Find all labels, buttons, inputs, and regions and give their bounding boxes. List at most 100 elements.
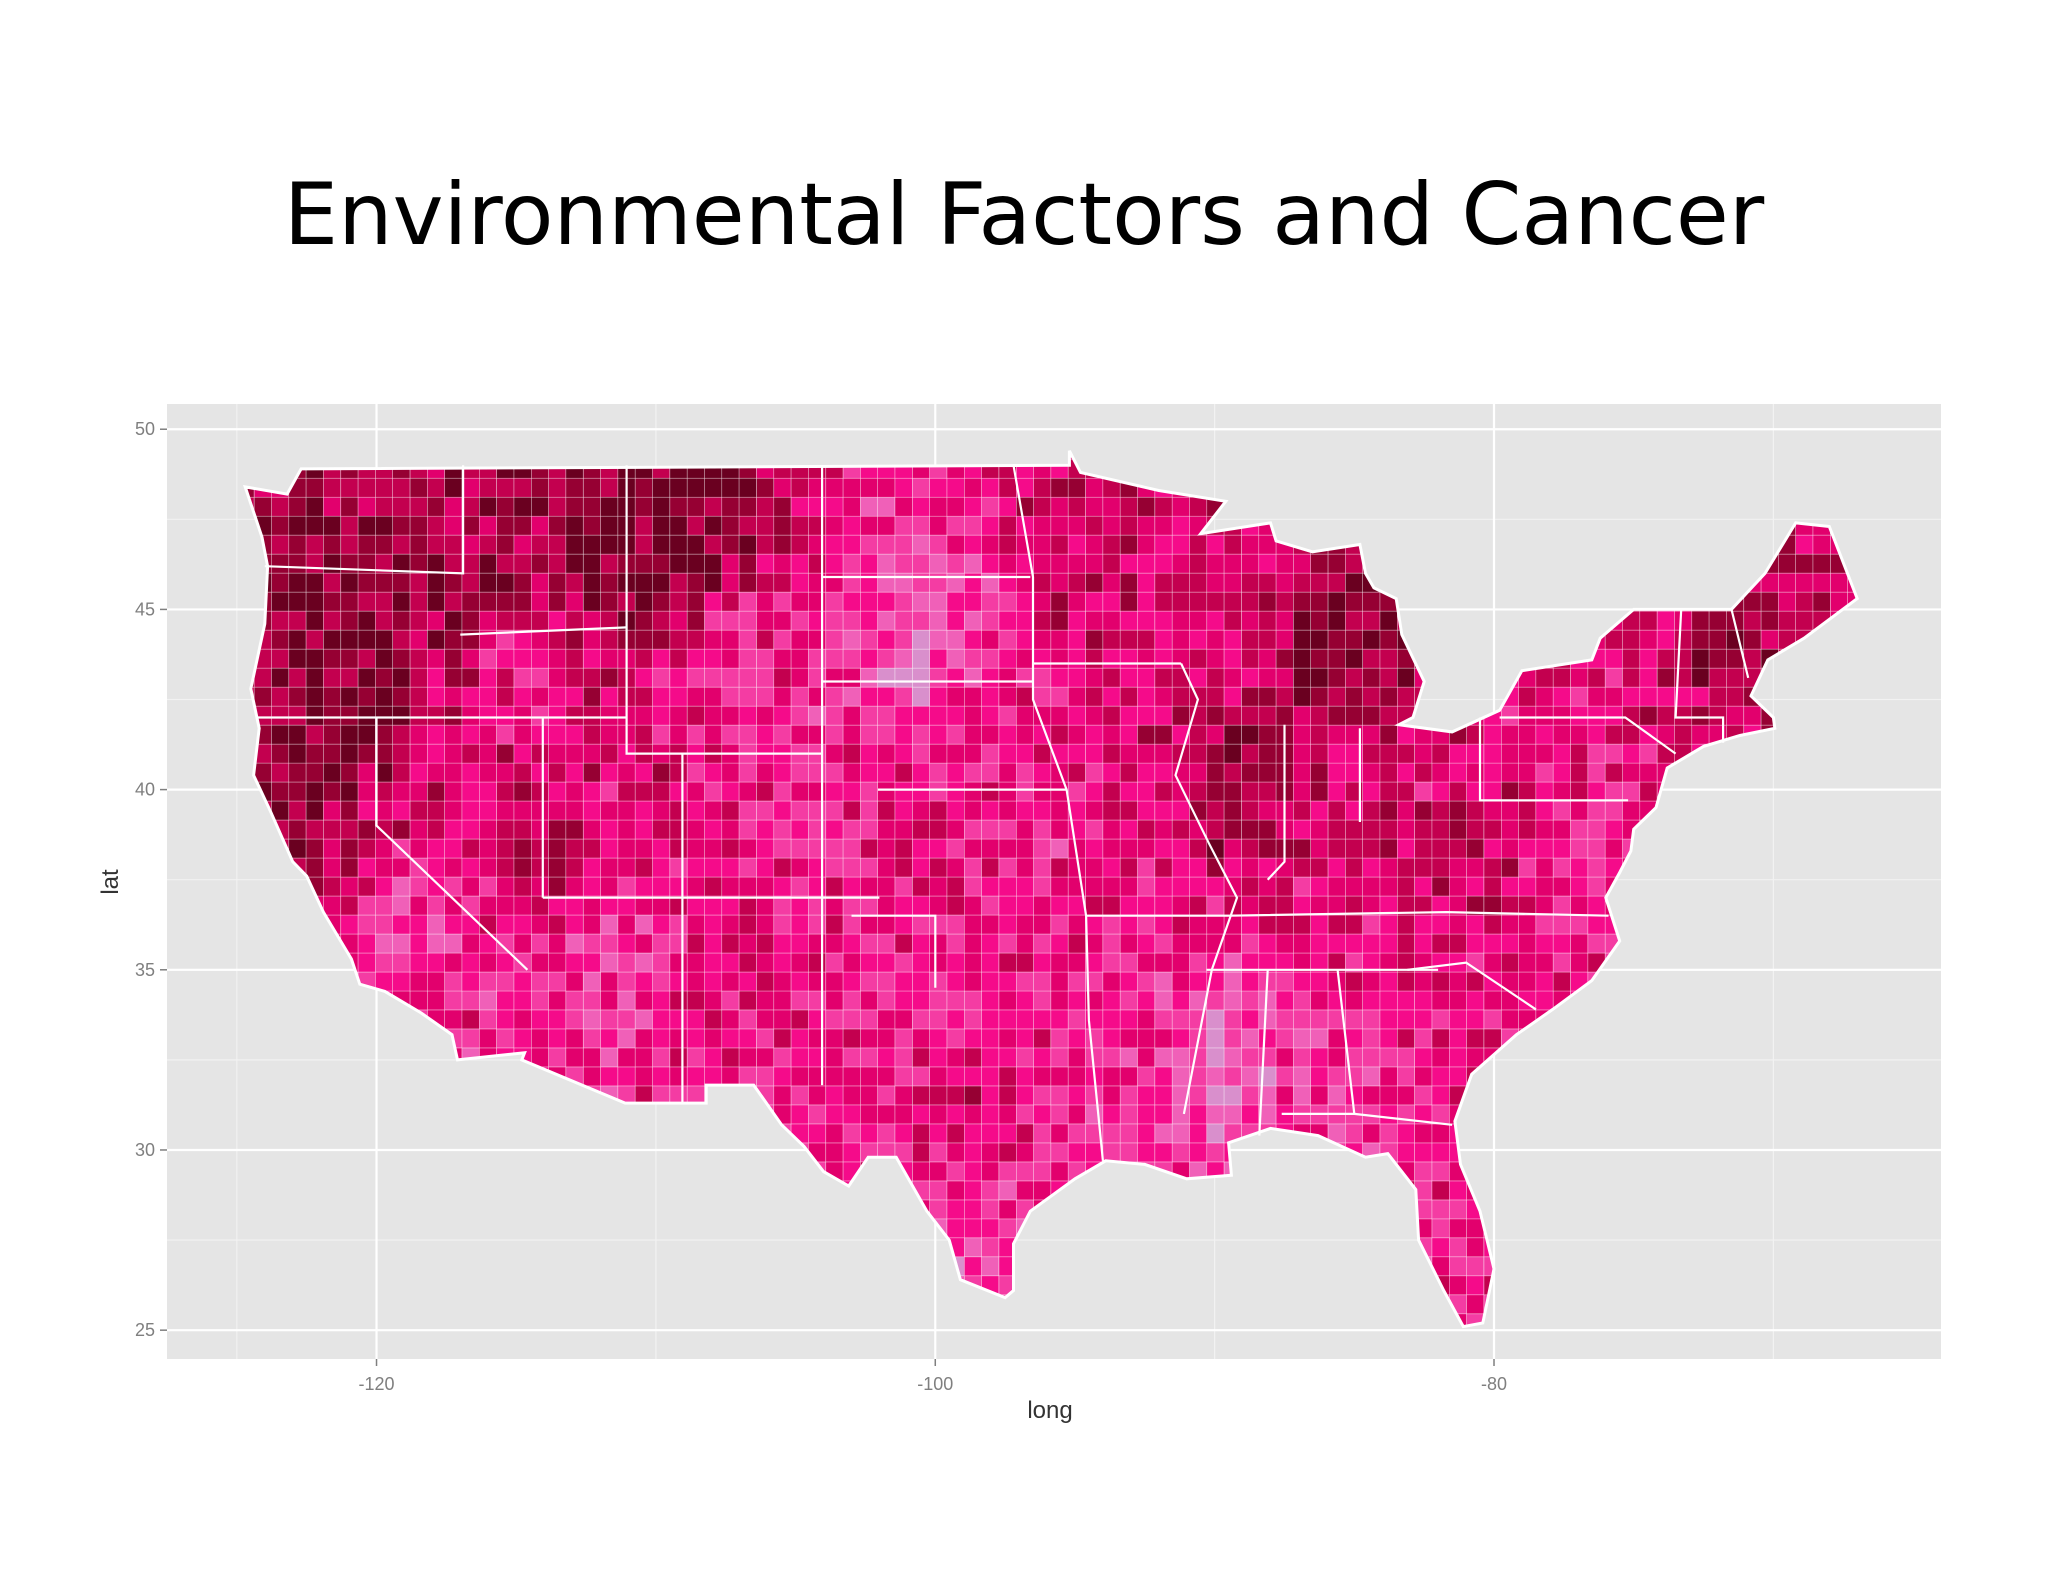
county-tile (842, 762, 861, 783)
county-tile (1206, 1142, 1225, 1163)
county-tile (998, 743, 1017, 764)
county-tile (860, 971, 879, 992)
county-tile (1310, 705, 1329, 726)
county-tile (773, 1066, 792, 1087)
county-tile (1189, 876, 1208, 897)
county-tile (375, 572, 393, 593)
county-tile (634, 800, 653, 821)
county-tile (496, 914, 515, 935)
county-tile (1310, 800, 1329, 821)
county-tile (1154, 724, 1173, 745)
county-tile (686, 914, 705, 935)
county-tile (877, 876, 896, 897)
county-tile (912, 591, 931, 612)
county-tile (478, 610, 497, 631)
county-tile (305, 686, 324, 707)
county-tile (1501, 857, 1519, 878)
county-tile (634, 629, 653, 650)
county-tile (981, 1237, 1000, 1258)
county-tile (1241, 1028, 1260, 1049)
county-tile (478, 724, 497, 745)
county-tile (1327, 914, 1346, 935)
county-tile (1570, 933, 1589, 954)
county-tile (1137, 971, 1156, 992)
county-tile (1449, 1237, 1467, 1258)
county-tile (288, 705, 307, 726)
county-tile (1310, 876, 1329, 897)
county-tile (323, 515, 341, 536)
county-tile (1414, 1161, 1433, 1182)
county-tile (1414, 1123, 1433, 1144)
county-tile (721, 933, 740, 954)
county-tile (1293, 914, 1312, 935)
county-tile (600, 686, 619, 707)
county-tile (1293, 781, 1312, 802)
county-tile (1223, 591, 1242, 612)
county-tile (634, 534, 653, 555)
county-tile (478, 990, 497, 1011)
county-tile (1154, 629, 1173, 650)
county-tile (998, 705, 1017, 726)
county-tile (929, 553, 948, 574)
county-tile (1033, 952, 1052, 973)
county-tile (444, 572, 463, 593)
county-tile (1293, 933, 1312, 954)
county-tile (1067, 572, 1086, 593)
county-tile (305, 781, 324, 802)
county-tile (1067, 1009, 1086, 1030)
county-tile (1102, 762, 1121, 783)
county-tile (1258, 781, 1277, 802)
county-tile (1397, 686, 1415, 707)
county-tile (582, 952, 601, 973)
y-tick-label: 30 (135, 1140, 155, 1160)
county-tile (565, 857, 584, 878)
county-tile (1154, 895, 1173, 916)
county-tile (1067, 1104, 1086, 1125)
county-tile (1189, 629, 1208, 650)
county-tile (1449, 781, 1467, 802)
county-tile (652, 496, 671, 517)
county-tile (1085, 591, 1104, 612)
county-tile (305, 629, 324, 650)
county-tile (877, 1085, 896, 1106)
county-tile (548, 838, 567, 859)
county-tile (1223, 800, 1242, 821)
county-tile (652, 553, 671, 574)
county-tile (981, 515, 1000, 536)
county-tile (375, 667, 393, 688)
county-tile (1397, 1085, 1415, 1106)
county-tile (1067, 629, 1086, 650)
county-tile (808, 1085, 827, 1106)
county-tile (1345, 933, 1364, 954)
county-tile (340, 572, 359, 593)
county-tile (340, 648, 359, 669)
county-tile (513, 990, 532, 1011)
county-tile (1397, 1066, 1415, 1087)
county-tile (790, 876, 809, 897)
county-tile (860, 1104, 879, 1125)
county-tile (981, 1123, 1000, 1144)
county-tile (652, 591, 671, 612)
county-tile (1604, 743, 1623, 764)
county-tile (825, 1009, 844, 1030)
county-tile (357, 534, 376, 555)
state-border (1478, 717, 1629, 802)
county-tile (1050, 1028, 1069, 1049)
county-tile (1327, 1047, 1346, 1068)
county-tile (946, 1180, 965, 1201)
county-tile (981, 800, 1000, 821)
county-tile (530, 496, 549, 517)
county-tile (738, 857, 757, 878)
county-tile (842, 553, 861, 574)
county-tile (738, 648, 757, 669)
county-tile (721, 1009, 740, 1030)
county-tile (894, 838, 913, 859)
county-tile (1171, 1009, 1190, 1030)
county-tile (756, 838, 775, 859)
county-tile (1137, 1009, 1156, 1030)
county-tile (894, 857, 913, 878)
county-tile (756, 1009, 775, 1030)
county-tile (1119, 648, 1138, 669)
county-tile (1258, 686, 1277, 707)
county-tile (929, 496, 948, 517)
